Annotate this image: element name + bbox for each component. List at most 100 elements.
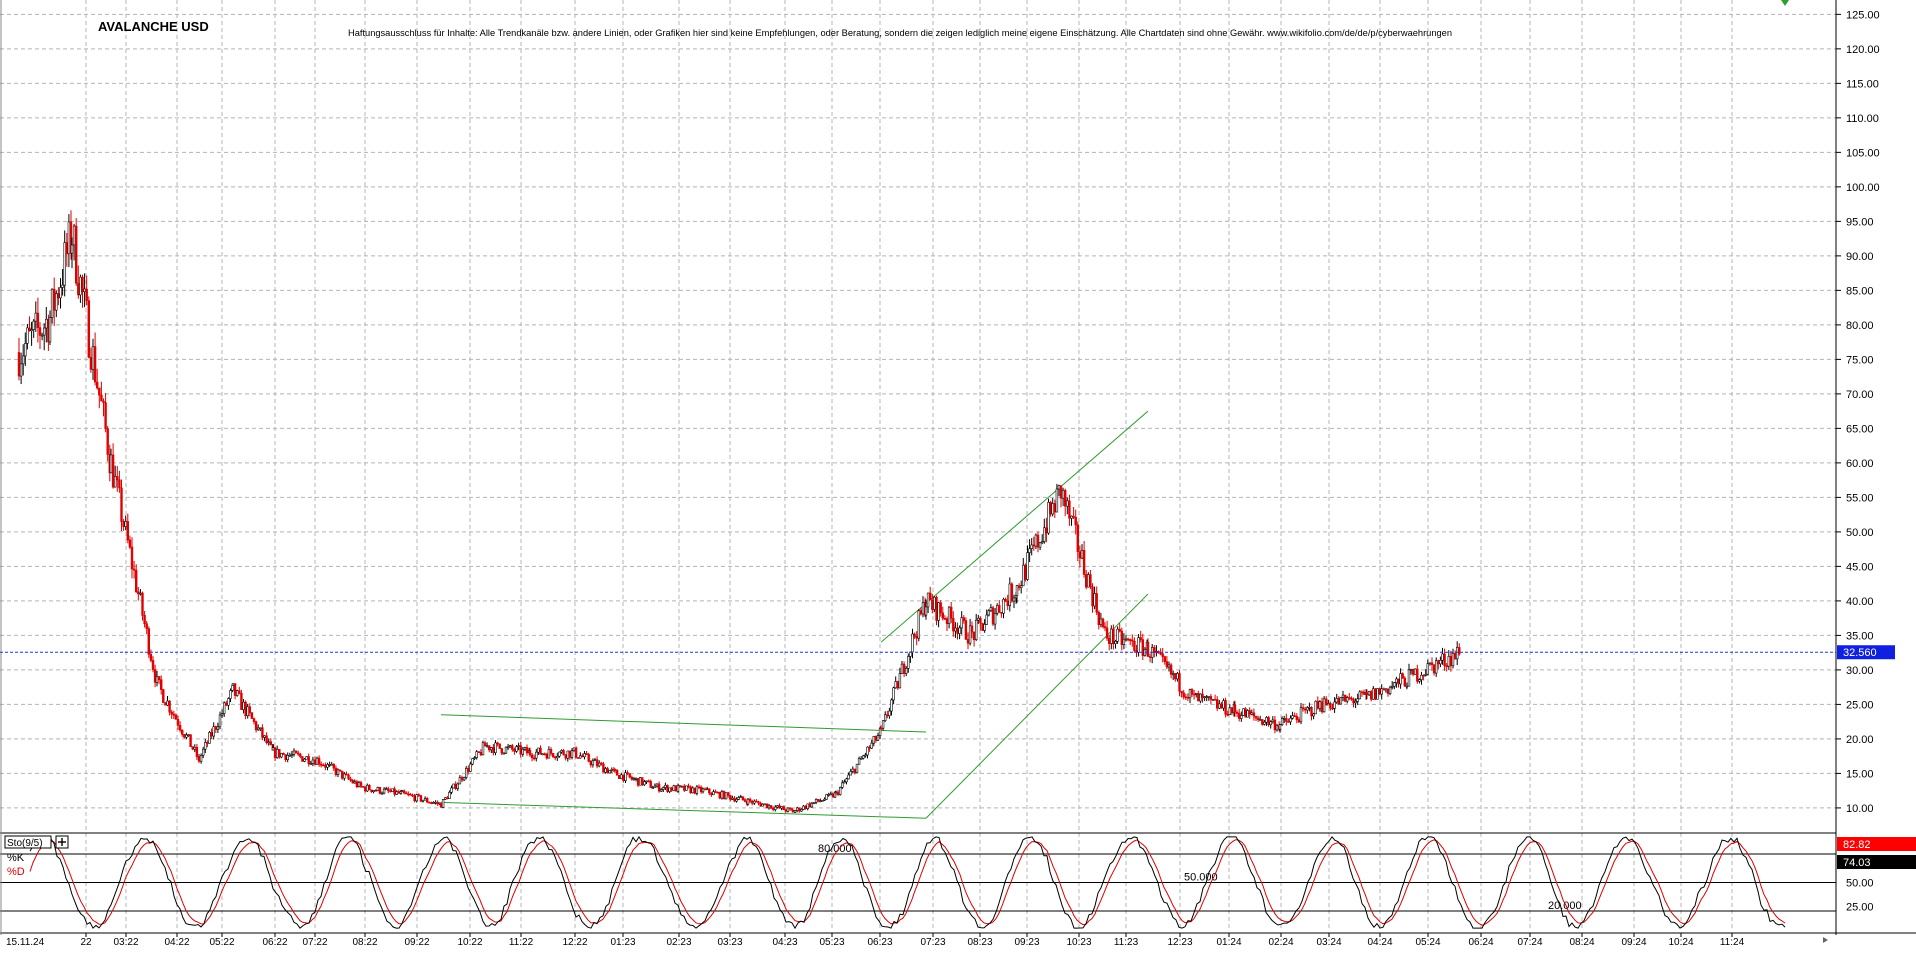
candle-body [935,596,938,621]
candle-body [45,318,48,329]
candle-body [162,689,165,703]
lower-range-line [440,801,927,819]
candle-body [1252,712,1256,717]
candle-body [128,539,132,548]
candle-body [460,777,464,781]
candle-body [1032,544,1036,547]
candle-body [993,613,997,625]
candle-body [265,735,268,744]
candle-body [585,753,588,755]
candle-body [615,770,619,776]
candle-body [1118,628,1121,632]
candle-body [104,402,107,430]
candle-body [330,763,333,766]
candle-body [628,773,631,778]
candle-body [63,242,66,286]
candle-body [220,713,224,716]
candle-body [1028,548,1031,553]
candle-body [1376,688,1379,700]
candle-body [492,747,495,754]
oscillator-label-box[interactable] [4,835,52,849]
candle-body [36,312,40,328]
price-tick-label: 70.00 [1846,389,1874,401]
candle-body [404,792,408,795]
candle-body [462,777,466,781]
candle-body [874,736,878,741]
time-tick-label: 07:22 [302,937,327,948]
candle-body [1456,647,1459,660]
candle-body [1224,700,1227,715]
candle-body [450,787,453,793]
grid-layer [0,0,1836,930]
candle-body [174,714,178,720]
candle-body [1167,664,1171,668]
candle-body [38,327,42,336]
candle-body [517,745,520,747]
candle-body [545,753,549,759]
candle-body [122,521,125,527]
candle-body [231,683,235,686]
current-price-label: 32.560 [1843,647,1877,659]
candle-body [238,690,241,694]
candle-body [808,803,812,808]
candle-body [606,768,609,774]
candle-body [498,743,501,749]
candles-layer [17,210,1461,814]
candle-body [1441,653,1444,661]
candle-body [1295,716,1299,720]
candle-body [52,288,56,311]
candle-body [1333,701,1336,709]
candle-body [983,624,986,631]
candle-body [1180,690,1183,694]
candle-body [894,681,897,689]
candle-body [193,746,196,750]
scroll-right-icon[interactable] [1823,937,1828,943]
stoch-k-line [29,835,1786,930]
candle-body [1146,642,1150,657]
candle-body [587,754,590,762]
candle-body [1403,677,1407,687]
candle-body [1205,696,1208,698]
candle-body [1261,719,1264,725]
candle-body [562,750,565,756]
candle-body [1076,524,1080,552]
candle-body [397,791,400,794]
candle-body [487,745,491,751]
candle-body [469,763,472,772]
candle-body [597,762,601,767]
candle-body [689,786,692,794]
candle-body [836,791,840,795]
candle-body [954,627,957,632]
candle-body [1244,708,1247,718]
candle-body [1228,707,1232,716]
candle-body [216,726,220,730]
candle-body [638,777,642,786]
candle-body [651,787,655,789]
candle-body [1235,711,1239,714]
candle-body [334,767,338,775]
d-value-marker [1837,855,1916,869]
candle-body [579,755,582,759]
candle-body [632,778,636,781]
candle-body [1192,693,1196,696]
k-value-marker [1837,837,1916,851]
candle-body [1233,704,1237,713]
candle-body [1283,718,1286,720]
time-tick-label: 05:23 [819,937,844,948]
candle-body [991,607,995,625]
candle-body [722,791,726,800]
candle-body [949,606,953,619]
candle-body [1047,502,1050,534]
candle-body [204,742,207,750]
candle-body [384,788,388,790]
candle-body [776,805,779,808]
candle-body [564,754,567,759]
candle-body [1004,598,1007,602]
candle-body [699,786,703,793]
candle-body [137,591,140,595]
candle-body [1346,697,1349,702]
candle-body [931,599,934,610]
candle-body [866,746,869,756]
candle-body [1103,626,1107,629]
